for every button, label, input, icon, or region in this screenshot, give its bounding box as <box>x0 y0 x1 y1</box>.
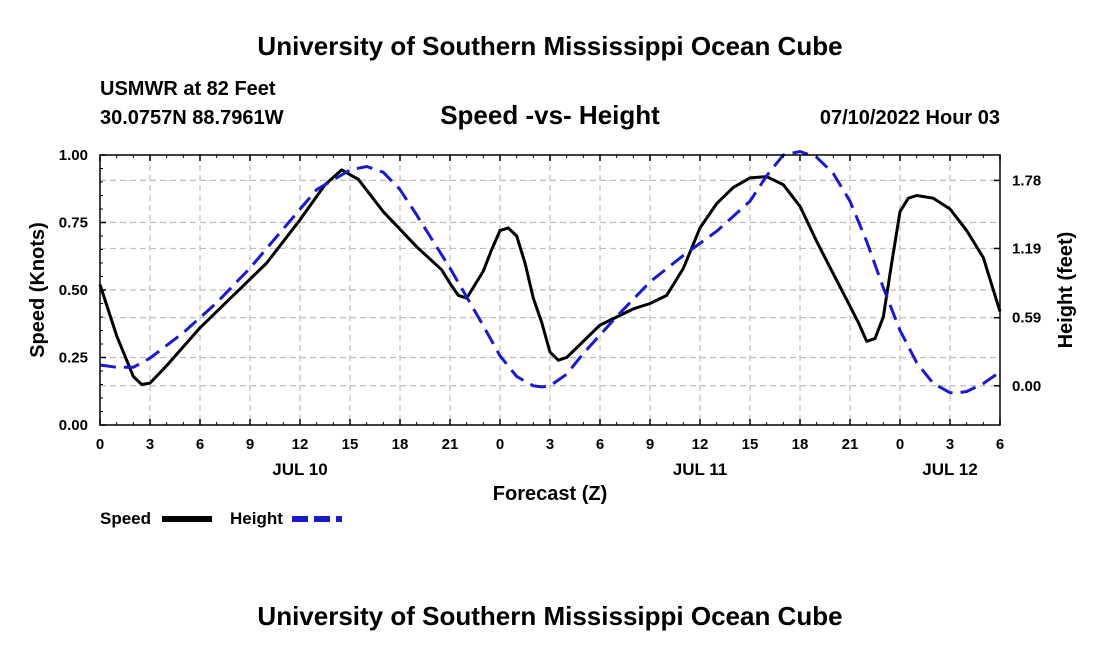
x-axis-label: Forecast (Z) <box>493 483 607 505</box>
x-tick-label: 21 <box>442 436 459 453</box>
x-tick-label: 18 <box>792 436 809 453</box>
y-left-tick-label: 1.00 <box>59 147 88 164</box>
y-left-tick-label: 0.50 <box>59 282 88 299</box>
x-tick-label: 3 <box>146 436 154 453</box>
day-label: JUL 11 <box>673 460 728 479</box>
y-right-tick-label: 0.00 <box>1012 378 1041 395</box>
day-label: JUL 12 <box>922 460 977 479</box>
series-group <box>98 150 1002 395</box>
page-title: University of Southern Mississippi Ocean… <box>257 31 842 61</box>
run-time: 07/10/2022 Hour 03 <box>820 107 1000 129</box>
y-right-tick-label: 1.78 <box>1012 172 1041 189</box>
y-right-tick-label: 0.59 <box>1012 310 1041 327</box>
y-axis-right-label: Height (feet) <box>1055 232 1077 349</box>
x-tick-label: 6 <box>996 436 1004 453</box>
y-axis-left-label: Speed (Knots) <box>27 222 49 358</box>
x-tick-label: 3 <box>946 436 954 453</box>
series-line-height <box>99 150 1001 395</box>
x-tick-label: 15 <box>342 436 359 453</box>
x-tick-label: 21 <box>842 436 859 453</box>
x-tick-label: 0 <box>96 436 104 453</box>
legend-label-height: Height <box>230 509 283 528</box>
x-tick-label: 15 <box>742 436 759 453</box>
y-left-tick-label: 0.75 <box>59 215 88 232</box>
x-tick-label: 3 <box>546 436 554 453</box>
legend: Speed Height <box>100 509 342 528</box>
legend-label-speed: Speed <box>100 509 151 528</box>
x-tick-label: 6 <box>596 436 604 453</box>
y-left-tick-label: 0.25 <box>59 350 88 367</box>
y-left-tick-label: 0.00 <box>59 417 88 434</box>
chart-title: Speed -vs- Height <box>440 100 660 130</box>
axis-ticks: 0 3 6 9 12 15 18 21 0 3 6 9 12 15 18 21 0 3 6 JUL 10 JUL 11 J… <box>59 147 1041 479</box>
x-tick-label: 9 <box>646 436 654 453</box>
x-tick-label: 12 <box>292 436 309 453</box>
x-tick-label: 9 <box>246 436 254 453</box>
grid-lines <box>100 155 1000 425</box>
x-tick-label: 0 <box>496 436 504 453</box>
x-tick-label: 0 <box>896 436 904 453</box>
station-name: USMWR at 82 Feet <box>100 78 276 100</box>
day-label: JUL 10 <box>272 460 327 479</box>
footer-title: University of Southern Mississippi Ocean… <box>257 601 842 631</box>
x-tick-label: 6 <box>196 436 204 453</box>
y-right-tick-label: 1.19 <box>1012 240 1041 257</box>
x-tick-label: 12 <box>692 436 709 453</box>
station-coords: 30.0757N 88.7961W <box>100 107 284 129</box>
x-tick-label: 18 <box>392 436 409 453</box>
series-line-speed <box>98 168 1002 386</box>
